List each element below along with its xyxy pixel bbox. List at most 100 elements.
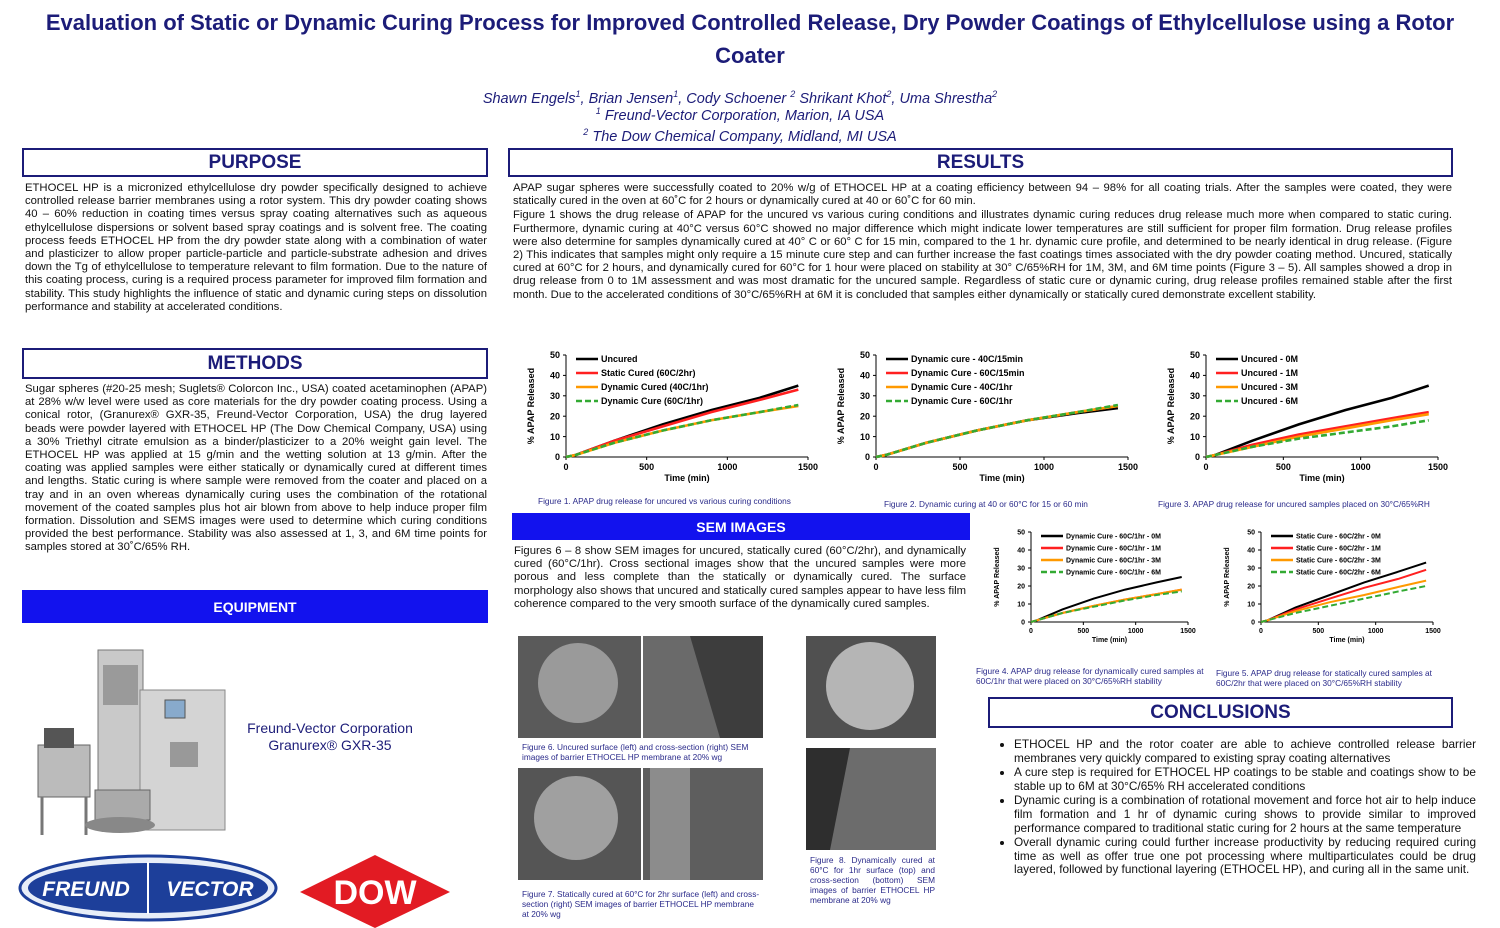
- y-tick-label: 10: [1190, 432, 1200, 442]
- figure-caption: Figure 8. Dynamically cured at 60°C for …: [810, 855, 935, 905]
- y-tick-label: 0: [1021, 619, 1025, 626]
- section-heading: METHODS: [22, 348, 488, 379]
- section-heading: CONCLUSIONS: [988, 697, 1453, 728]
- legend-label: Static Cure - 60C/2hr - 6M: [1296, 569, 1381, 576]
- x-axis-label: Time (min): [664, 473, 709, 483]
- author-name: , Cody Schoener: [678, 90, 791, 107]
- section-heading: SEM IMAGES: [512, 513, 970, 540]
- data-line: [1260, 579, 1427, 623]
- y-tick-label: 30: [860, 391, 870, 401]
- affil-text: The Dow Chemical Company, Midland, MI US…: [588, 129, 897, 146]
- y-tick-label: 0: [865, 452, 870, 462]
- y-tick-label: 10: [550, 432, 560, 442]
- figure-caption: Figure 3. APAP drug release for uncured …: [1158, 499, 1430, 509]
- y-tick-label: 40: [1190, 371, 1200, 381]
- equipment-caption: Freund-Vector Corporation Granurex® GXR-3…: [225, 720, 435, 754]
- results-text: APAP sugar spheres were successfully coa…: [513, 182, 1452, 303]
- x-tick-label: 1500: [1425, 628, 1441, 635]
- x-tick-label: 500: [1077, 628, 1089, 635]
- figure-caption: Figure 6. Uncured surface (left) and cro…: [522, 742, 749, 762]
- legend-label: Uncured: [601, 354, 638, 364]
- y-tick-label: 40: [860, 371, 870, 381]
- x-tick-label: 0: [1029, 628, 1033, 635]
- author-name: , Uma Shrestha: [891, 90, 993, 107]
- results-paragraph: Figure 1 shows the drug release of APAP …: [513, 209, 1452, 301]
- x-tick-label: 0: [1203, 462, 1208, 472]
- x-axis-label: Time (min): [1299, 473, 1344, 483]
- legend-label: Uncured - 1M: [1241, 368, 1298, 378]
- equipment-line: Freund-Vector Corporation: [247, 720, 413, 736]
- data-line: [565, 403, 799, 459]
- y-tick-label: 30: [1017, 565, 1025, 572]
- legend-label: Dynamic Cure - 60C/15min: [911, 368, 1025, 378]
- legend-label: Uncured - 0M: [1241, 354, 1298, 364]
- legend-label: Dynamic Cure - 60C/1hr: [911, 396, 1013, 406]
- x-tick-label: 0: [1259, 628, 1263, 635]
- figure-caption: Figure 2. Dynamic curing at 40 or 60°C f…: [884, 499, 1088, 509]
- y-axis-label: % APAP Released: [526, 368, 536, 444]
- x-tick-label: 1500: [1428, 462, 1448, 472]
- data-line: [1030, 590, 1182, 623]
- legend-label: Dynamic Cure - 60C/1hr - 0M: [1066, 533, 1161, 540]
- legend-label: Static Cure - 60C/2hr - 3M: [1296, 557, 1381, 564]
- x-tick-label: 0: [563, 462, 568, 472]
- author-name: Shawn Engels: [482, 90, 576, 107]
- y-tick-label: 40: [1247, 547, 1255, 554]
- affiliation: 1 Freund-Vector Corporation, Marion, IA …: [400, 103, 1080, 124]
- poster-title: Evaluation of Static or Dynamic Curing P…: [45, 10, 1455, 68]
- y-tick-label: 20: [860, 411, 870, 421]
- dow-logo: [300, 855, 450, 928]
- affiliation: 2 The Dow Chemical Company, Midland, MI …: [400, 124, 1080, 145]
- y-tick-label: 0: [1251, 619, 1255, 626]
- figure-caption: Figure 1. APAP drug release for uncured …: [538, 496, 791, 506]
- data-line: [875, 406, 1119, 459]
- legend-label: Dynamic Cure - 60C/1hr - 3M: [1066, 557, 1161, 564]
- x-tick-label: 1000: [1368, 628, 1384, 635]
- section-heading: PURPOSE: [22, 148, 488, 177]
- purpose-text: ETHOCEL HP is a micronized ethylcellulos…: [25, 182, 487, 313]
- y-axis-label: % APAP Released: [994, 547, 1001, 606]
- legend-label: Static Cured (60C/2hr): [601, 368, 696, 378]
- data-line: [1260, 585, 1427, 623]
- y-tick-label: 30: [550, 391, 560, 401]
- data-line: [1205, 384, 1430, 459]
- y-tick-label: 50: [1190, 350, 1200, 360]
- y-tick-label: 20: [1247, 583, 1255, 590]
- author-name: , Brian Jensen: [580, 90, 674, 107]
- affil-mark: 2: [583, 127, 589, 138]
- legend-label: Dynamic Cure - 60C/1hr - 1M: [1066, 545, 1161, 552]
- y-axis-label: % APAP Released: [1166, 368, 1176, 444]
- author-name: Shrikant Khot: [795, 90, 887, 107]
- data-line: [875, 403, 1119, 459]
- x-tick-label: 1500: [1118, 462, 1138, 472]
- data-line: [1205, 418, 1429, 459]
- authors: Shawn Engels1, Brian Jensen1, Cody Schoe…: [400, 86, 1080, 107]
- x-tick-label: 1000: [1128, 628, 1144, 635]
- legend-label: Static Cure - 60C/2hr - 0M: [1296, 533, 1381, 540]
- y-axis-label: % APAP Released: [836, 368, 846, 444]
- x-tick-label: 500: [1312, 628, 1324, 635]
- figure-caption: Figure 4. APAP drug release for dynamica…: [976, 666, 1204, 686]
- y-tick-label: 50: [550, 350, 560, 360]
- y-tick-label: 40: [550, 371, 560, 381]
- figure-caption: Figure 7. Statically cured at 60°C for 2…: [522, 889, 760, 919]
- author-affil-mark: 1: [673, 89, 679, 99]
- y-tick-label: 10: [1017, 601, 1025, 608]
- x-tick-label: 1000: [1034, 462, 1054, 472]
- author-affil-mark: 1: [575, 89, 581, 99]
- y-tick-label: 0: [1195, 452, 1200, 462]
- y-tick-label: 10: [860, 432, 870, 442]
- legend-label: Uncured - 3M: [1241, 382, 1298, 392]
- logo-text: VECTOR: [166, 878, 254, 901]
- y-tick-label: 20: [1017, 583, 1025, 590]
- author-affil-mark: 2: [992, 89, 998, 99]
- y-tick-label: 50: [1247, 529, 1255, 536]
- y-axis-label: % APAP Released: [1224, 547, 1231, 606]
- conclusion-item: Dynamic curing is a combination of rotat…: [1014, 794, 1476, 835]
